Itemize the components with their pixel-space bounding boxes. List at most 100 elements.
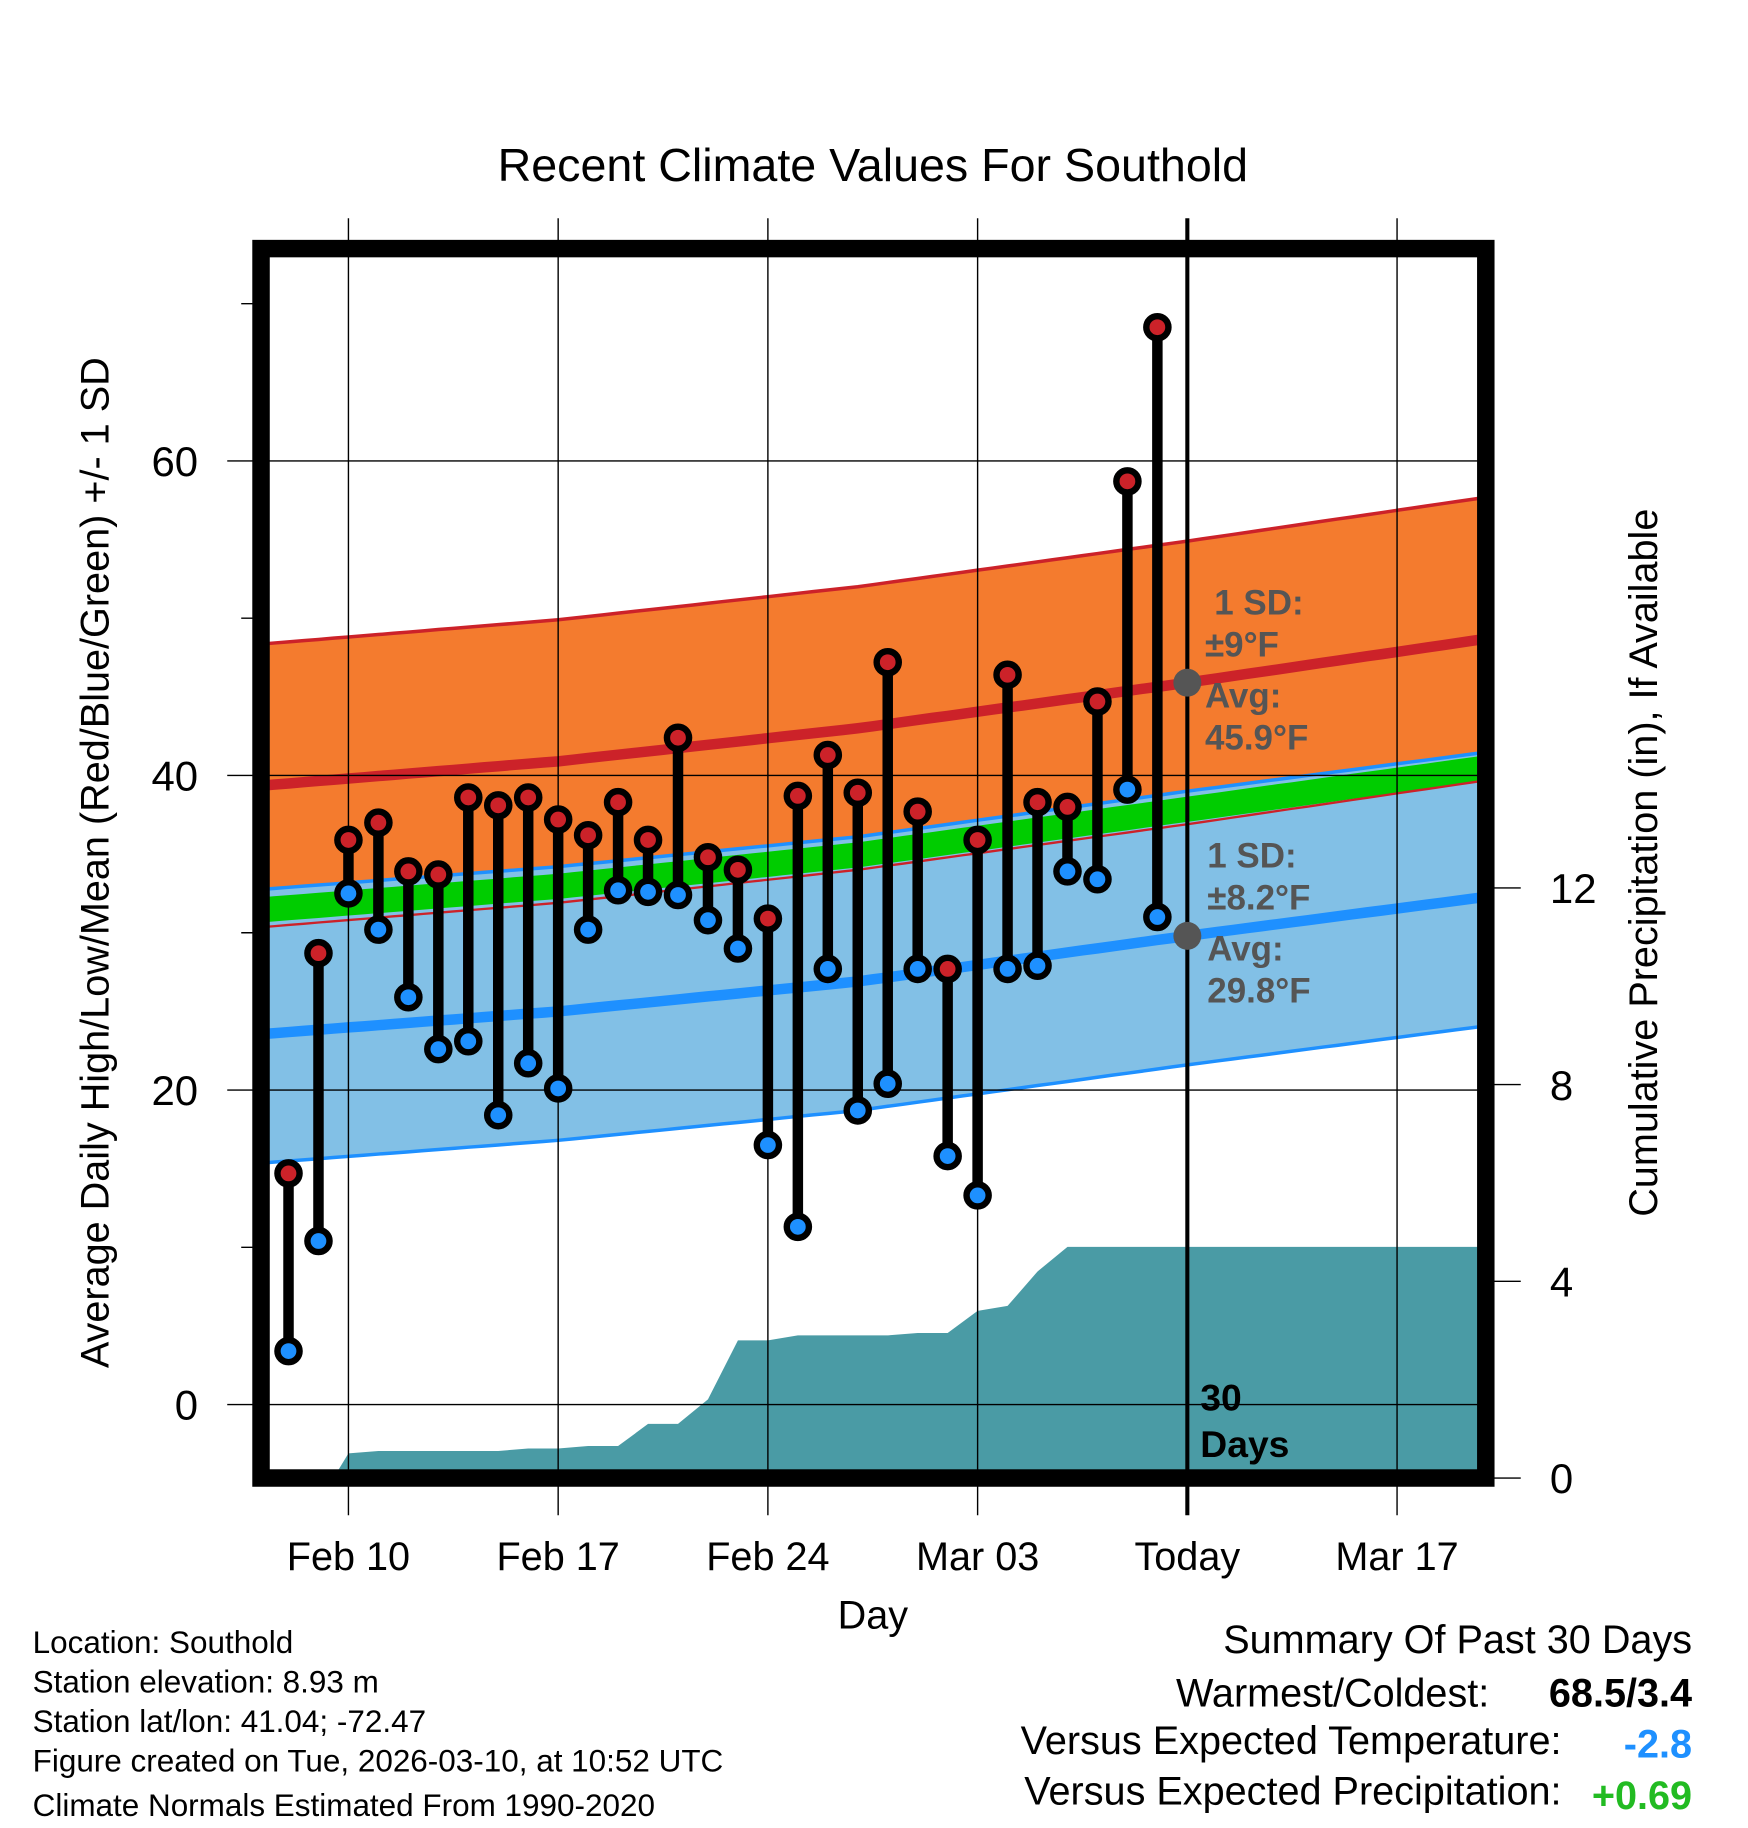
info-elevation: Station elevation: 8.93 m: [33, 1664, 379, 1699]
daily-high-point: [813, 740, 843, 770]
daily-low-point: [1143, 902, 1172, 932]
daily-low-point: [483, 1100, 513, 1130]
y-tick-label: 60: [151, 438, 198, 485]
y-tick-label: 0: [175, 1382, 198, 1429]
daily-low-point: [873, 1069, 903, 1099]
daily-high-point: [364, 808, 393, 837]
daily-low-point: [903, 954, 932, 984]
daily-high-point: [933, 954, 962, 984]
daily-high-point: [993, 660, 1022, 690]
x-tick-label: Feb 17: [496, 1535, 619, 1579]
summary-temp-label: Versus Expected Temperature:: [1021, 1719, 1562, 1763]
low-sd-label: 1 SD:: [1207, 836, 1296, 875]
y-right-tick-label: 12: [1550, 865, 1597, 912]
daily-high-point: [693, 842, 723, 872]
y-axis-label: Average Daily High/Low/Mean (Red/Blue/Gr…: [73, 357, 117, 1368]
station-info: Location: Southold Station elevation: 8.…: [33, 1625, 724, 1823]
daily-high-point: [753, 904, 783, 933]
daily-low-point: [334, 879, 363, 908]
daily-high-point: [424, 860, 453, 889]
x-tick-label: Feb 24: [706, 1535, 829, 1579]
daily-low-point: [274, 1336, 303, 1366]
daily-low-point: [693, 905, 723, 935]
daily-high-point: [1083, 687, 1112, 716]
daily-low-point: [394, 982, 423, 1012]
daily-low-point: [364, 915, 393, 944]
summary-precip-label: Versus Expected Precipitation:: [1024, 1769, 1561, 1813]
today-low-avg-marker: [1173, 921, 1202, 950]
plot-content: [261, 495, 1486, 1479]
daily-low-point: [304, 1226, 333, 1256]
daily-low-point: [573, 915, 603, 944]
daily-low-point: [933, 1141, 962, 1171]
info-location: Location: Southold: [33, 1625, 294, 1660]
daily-low-point: [603, 876, 633, 905]
daily-high-point: [1143, 312, 1172, 342]
x-tick-label: Feb 10: [287, 1535, 410, 1579]
daily-low-point: [843, 1096, 873, 1125]
high-avg-value: 45.9°F: [1205, 719, 1308, 758]
daily-low-point: [783, 1212, 813, 1242]
daily-high-point: [573, 820, 603, 850]
y-right-tick-label: 8: [1550, 1062, 1573, 1109]
daily-high-point: [334, 825, 363, 855]
x-axis-label: Day: [838, 1593, 909, 1637]
daily-high-point: [633, 825, 663, 855]
daily-high-point: [903, 797, 932, 826]
daily-high-point: [963, 825, 992, 855]
daily-low-point: [753, 1130, 783, 1160]
daily-low-point: [513, 1049, 543, 1078]
daily-high-point: [843, 778, 873, 808]
mean-band: [261, 755, 1486, 923]
summary-warmest-label: Warmest/Coldest:: [1176, 1671, 1489, 1715]
daily-high-point: [513, 783, 543, 812]
summary-temp-value: -2.8: [1624, 1723, 1692, 1767]
days-unit-label: Days: [1200, 1423, 1289, 1465]
daily-low-point: [633, 877, 663, 907]
daily-low-point: [963, 1181, 992, 1210]
daily-high-point: [543, 805, 573, 834]
high-sd-label: 1 SD:: [1214, 584, 1303, 623]
info-latlon: Station lat/lon: 41.04; -72.47: [33, 1704, 426, 1739]
plot-frame: [252, 239, 1495, 1487]
y-axis-right-label: Cumulative Precipitation (in), If Availa…: [1622, 509, 1666, 1217]
summary-panel: Summary Of Past 30 Days Warmest/Coldest:…: [1021, 1618, 1692, 1818]
daily-high-point: [873, 647, 903, 677]
daily-high-point: [394, 857, 423, 886]
daily-low-point: [1113, 775, 1142, 804]
daily-high-point: [1023, 787, 1052, 817]
daily-low-point: [723, 934, 753, 963]
daily-low-point: [993, 954, 1022, 984]
summary-precip-value: +0.69: [1592, 1774, 1692, 1818]
info-normals: Climate Normals Estimated From 1990-2020: [33, 1788, 655, 1823]
daily-low-point: [424, 1034, 453, 1064]
daily-high-point: [603, 787, 633, 817]
info-created: Figure created on Tue, 2026-03-10, at 10…: [33, 1744, 724, 1779]
today-high-avg-marker: [1173, 668, 1202, 697]
daily-high-point: [483, 791, 513, 820]
low-avg-label: Avg:: [1207, 930, 1283, 969]
daily-high-point: [783, 781, 813, 811]
x-tick-label: Today: [1134, 1535, 1240, 1579]
daily-low-point: [1053, 857, 1082, 886]
daily-high-point: [454, 783, 483, 812]
days-count-label: 30: [1200, 1376, 1241, 1418]
x-tick-label: Mar 03: [916, 1535, 1039, 1579]
y-tick-label: 20: [151, 1067, 198, 1114]
chart-title: Recent Climate Values For Southold: [498, 139, 1248, 191]
daily-low-point: [663, 880, 693, 910]
summary-title: Summary Of Past 30 Days: [1223, 1618, 1692, 1662]
y-right-tick-label: 4: [1550, 1258, 1573, 1305]
daily-low-point: [543, 1074, 573, 1103]
daily-high-point: [723, 855, 753, 885]
x-tick-label: Mar 17: [1335, 1535, 1458, 1579]
low-avg-value: 29.8°F: [1207, 972, 1310, 1011]
summary-warmest-value: 68.5/3.4: [1549, 1671, 1692, 1715]
daily-low-point: [1083, 864, 1112, 894]
daily-low-point: [454, 1026, 483, 1056]
daily-high-point: [1053, 792, 1082, 822]
daily-high-point: [1113, 467, 1142, 496]
high-mean-line: [261, 633, 1486, 791]
y-right-tick-label: 0: [1550, 1455, 1573, 1502]
